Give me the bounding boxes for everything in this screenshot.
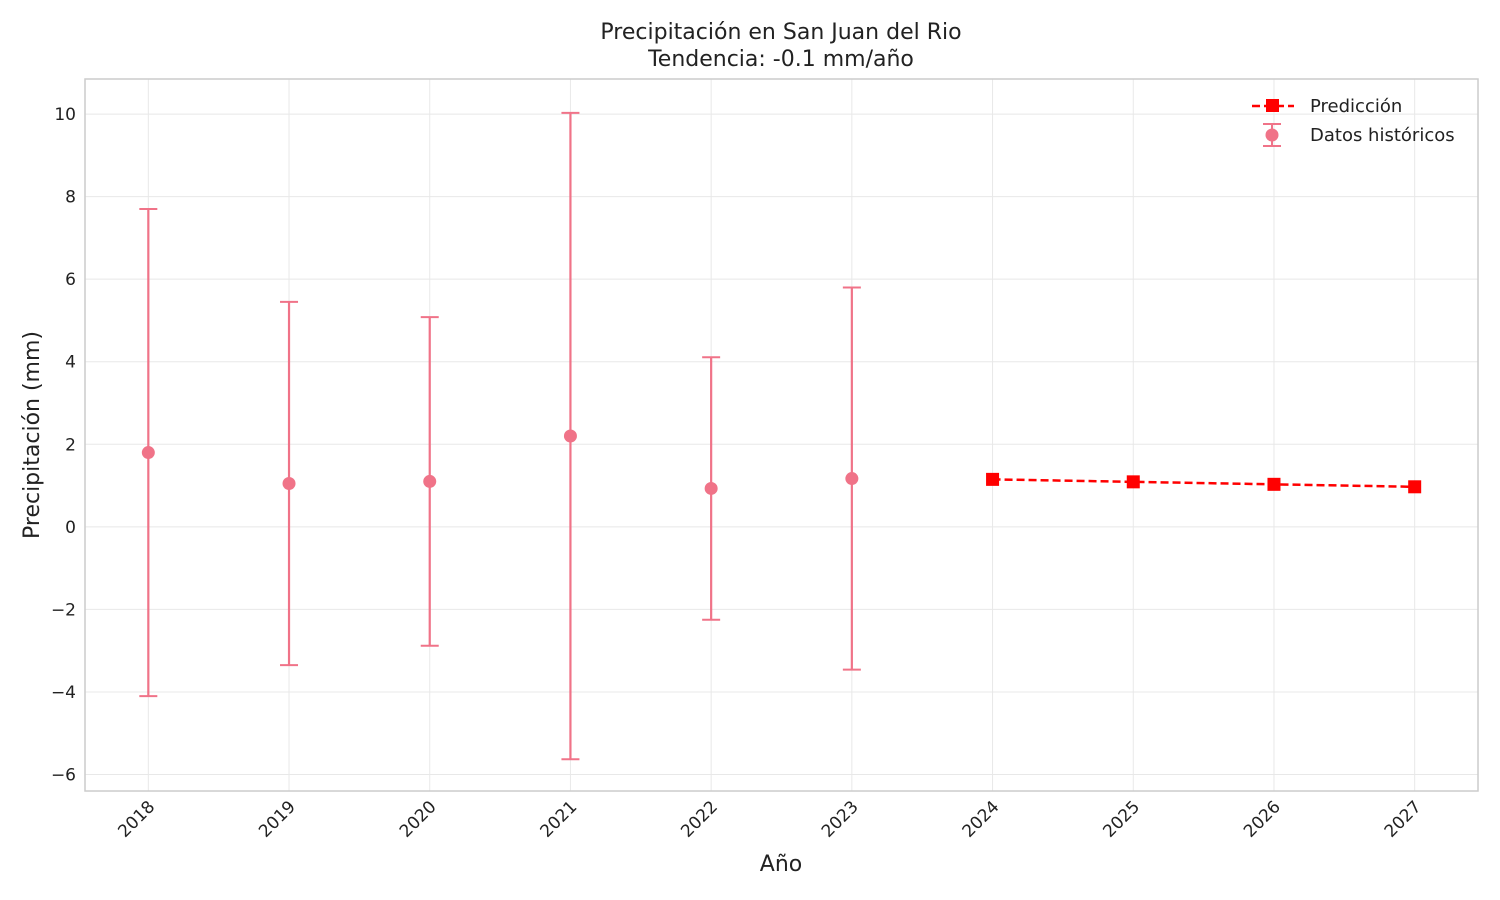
historical-point — [845, 472, 859, 486]
chart-title: Precipitación en San Juan del Rio — [600, 20, 961, 45]
historical-point — [282, 476, 296, 490]
y-tick-label: −2 — [51, 600, 76, 620]
legend-prediccion-label: Predicción — [1310, 96, 1402, 117]
historical-point — [563, 429, 577, 443]
series-layer — [139, 111, 1422, 761]
prediction-line — [992, 478, 1415, 489]
y-tick-label: 10 — [54, 105, 76, 125]
y-tick-label: 0 — [65, 518, 76, 538]
y-tick-label: 2 — [65, 435, 76, 455]
plot-frame — [84, 78, 1479, 792]
legend-historicos-label: Datos históricos — [1310, 125, 1455, 146]
y-tick-label: 4 — [65, 353, 76, 373]
legend-historicos-marker — [1265, 128, 1279, 142]
prediction-point — [986, 472, 1000, 486]
x-axis-label: Año — [760, 852, 802, 877]
grid — [85, 79, 1478, 791]
chart-subtitle: Tendencia: -0.1 mm/año — [647, 47, 914, 72]
y-tick-label: 8 — [65, 188, 76, 208]
y-tick-label: 6 — [65, 270, 76, 290]
y-axis-label: Precipitación (mm) — [20, 331, 45, 539]
prediction-point — [1126, 475, 1140, 489]
y-tick-label: −6 — [51, 765, 76, 785]
prediction-point — [1408, 480, 1422, 494]
y-tick-label: −4 — [51, 683, 76, 703]
y-axis-ticks: −6 −4 −2 0 2 4 6 8 10 — [51, 105, 76, 785]
prediction-point — [1267, 477, 1281, 491]
historical-point — [141, 446, 155, 460]
historical-point — [423, 474, 437, 488]
legend-prediccion-marker — [1266, 99, 1279, 112]
legend: Predicción Datos históricos — [1252, 96, 1455, 147]
historical-point — [704, 481, 718, 495]
